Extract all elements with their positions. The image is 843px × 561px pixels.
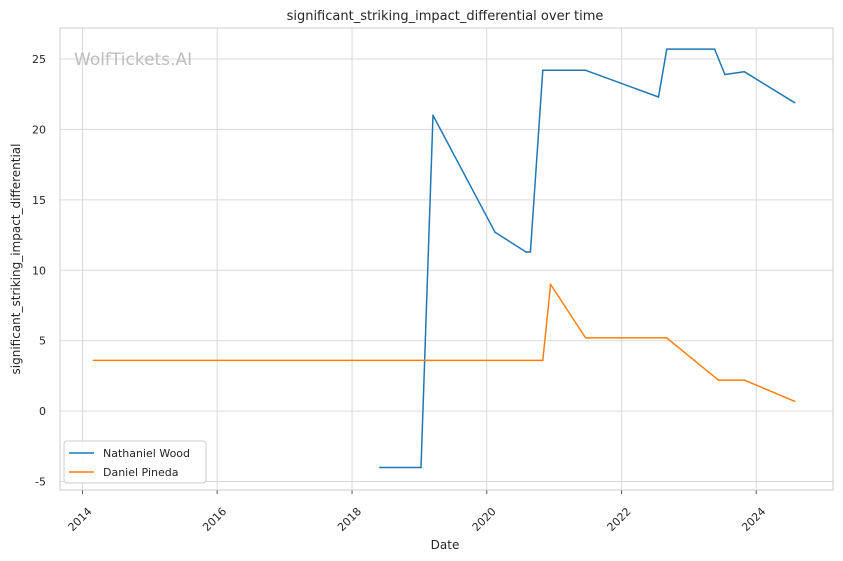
data-point: [420, 467, 422, 469]
data-point: [550, 284, 552, 286]
watermark-text: WolfTickets.AI: [74, 50, 192, 70]
data-point: [794, 102, 796, 104]
data-point: [585, 69, 587, 71]
chart-title: significant_striking_impact_differential…: [287, 9, 604, 24]
data-point: [494, 231, 496, 233]
data-point: [530, 251, 532, 253]
data-point: [93, 360, 95, 362]
data-point: [724, 74, 726, 76]
data-point: [542, 360, 544, 362]
data-point: [743, 71, 745, 73]
legend-entry-label: Daniel Pineda: [103, 466, 178, 479]
data-point: [379, 467, 381, 469]
y-tick-label: 15: [32, 194, 46, 207]
y-tick-label: -5: [35, 476, 46, 489]
y-tick-label: 10: [32, 264, 46, 277]
y-tick-label: 0: [39, 405, 46, 418]
data-point: [525, 251, 527, 253]
legend-entry-label: Nathaniel Wood: [103, 447, 190, 460]
data-point: [542, 69, 544, 71]
data-point: [718, 379, 720, 381]
y-tick-label: 5: [39, 335, 46, 348]
data-point: [794, 400, 796, 402]
data-point: [658, 96, 660, 98]
legend: Nathaniel Wood Daniel Pineda: [64, 441, 206, 483]
plot-area: [60, 28, 833, 490]
x-axis-label: Date: [431, 538, 460, 552]
data-point: [714, 48, 716, 50]
y-axis-label: significant_striking_impact_differential: [9, 144, 23, 375]
y-tick-label: 25: [32, 53, 46, 66]
y-tick-label: 20: [32, 123, 46, 136]
data-point: [666, 48, 668, 50]
data-point: [666, 337, 668, 339]
data-point: [707, 371, 709, 373]
data-point: [743, 379, 745, 381]
data-point: [432, 115, 434, 117]
data-point: [585, 337, 587, 339]
